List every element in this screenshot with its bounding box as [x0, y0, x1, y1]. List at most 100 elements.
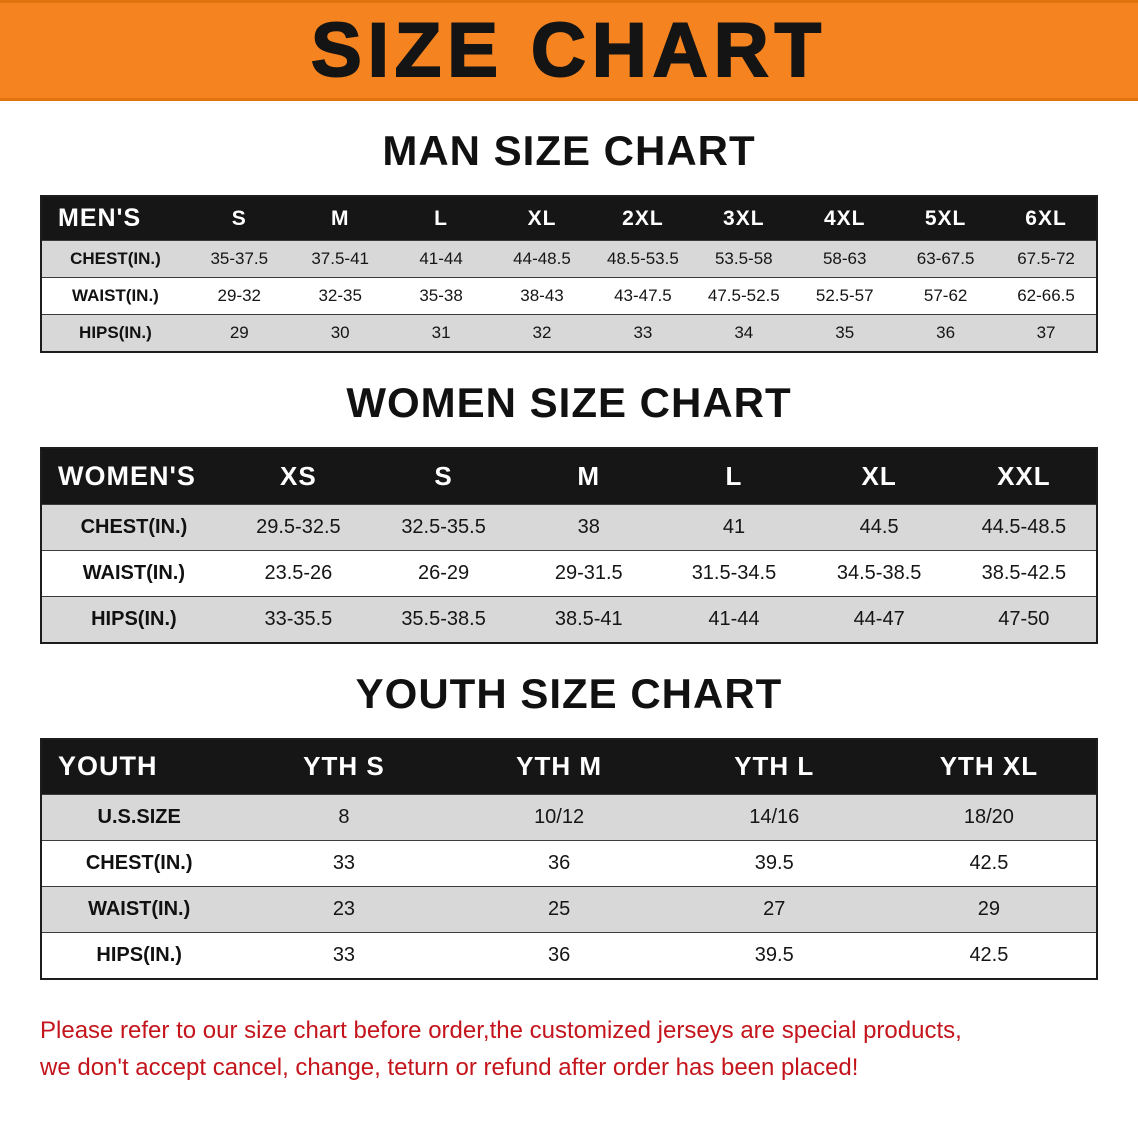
women-size-section: WOMEN SIZE CHART WOMEN'S XS S M L XL XXL CHEST(… [0, 379, 1138, 644]
size-value: 18/20 [963, 806, 1014, 828]
men-column-2xl: 2XL [592, 196, 694, 241]
size-value: 35.5-38.5 [401, 607, 486, 630]
size-value: 31.5-34.5 [691, 561, 777, 584]
size-value: 38.5-41 [554, 607, 623, 630]
size-value: 41-44 [419, 249, 463, 268]
size-value: 44-48.5 [513, 249, 571, 268]
men-column-xl: XL [491, 196, 593, 241]
size-value: 33 [332, 944, 356, 966]
size-value: 38 [577, 515, 600, 538]
size-chart-banner: SIZE CHART [0, 0, 1138, 101]
size-value: 62-66.5 [1017, 286, 1075, 305]
row-label: WAIST(IN.) [88, 898, 191, 920]
women-column-s: S [370, 448, 517, 504]
size-value: 33 [332, 852, 356, 874]
size-value: 25 [547, 898, 571, 920]
women-column-l: L [661, 448, 807, 504]
men-header-label: MEN'S [41, 196, 189, 241]
size-value: 38.5-42.5 [981, 561, 1067, 584]
size-value: 41 [722, 515, 746, 538]
size-value: 33 [633, 323, 653, 342]
men-column-s: S [188, 196, 290, 241]
youth-column-yth-l: YTH L [666, 738, 882, 795]
size-value: 33-35.5 [264, 607, 333, 630]
row-label: HIPS(IN.) [79, 323, 152, 342]
size-value: 42.5 [969, 944, 1009, 966]
notice-line-2: we don't accept cancel, change, teturn o… [40, 1054, 859, 1082]
size-value: 29 [229, 323, 249, 342]
size-value: 44.5-48.5 [981, 515, 1067, 538]
size-value: 57-62 [923, 286, 968, 305]
row-label: HIPS(IN.) [96, 944, 182, 966]
size-value: 63-67.5 [916, 249, 975, 268]
men-column-l: L [390, 196, 492, 241]
row-label: CHEST(IN.) [80, 515, 188, 538]
size-value: 52.5-57 [815, 286, 874, 305]
men-column-5xl: 5XL [895, 196, 997, 241]
youth-column-yth-s: YTH S [236, 738, 452, 795]
youth-column-yth-xl: YTH XL [881, 738, 1097, 795]
men-size-table: MEN'S S M L XL 2XL 3XL 4XL 5XL 6XL CHEST(IN.) 35-37… [40, 195, 1098, 353]
men-column-3xl: 3XL [693, 196, 795, 241]
men-table-container: MEN'S S M L XL 2XL 3XL 4XL 5XL 6XL CHEST(IN.) 35-37… [40, 195, 1098, 353]
youth-column-yth-m: YTH M [451, 738, 667, 795]
size-value: 37 [1036, 323, 1056, 342]
size-value: 34 [734, 323, 754, 342]
size-value: 31 [431, 323, 451, 342]
men-column-6xl: 6XL [996, 196, 1097, 241]
women-row-waist-in: WAIST(IN.) 23.5-26 26-29 29-31.5 31.5-34.5 34… [41, 550, 1097, 596]
youth-table-container: YOUTH YTH S YTH M YTH L YTH XL U.S.SIZE 8 10/12… [40, 737, 1098, 980]
women-row-chest-in: CHEST(IN.) 29.5-32.5 32.5-35.5 38 41 44.5 44.5… [41, 504, 1097, 550]
size-value: 29-32 [217, 286, 262, 305]
youth-row-hips-in: HIPS(IN.) 33 36 39.5 42.5 [41, 932, 1097, 979]
youth-row-chest-in: CHEST(IN.) 33 36 39.5 42.5 [41, 840, 1097, 887]
women-column-xxl: XXL [951, 448, 1097, 504]
size-value: 39.5 [754, 944, 794, 966]
women-row-hips-in: HIPS(IN.) 33-35.5 35.5-38.5 38.5-41 41-44 44-… [41, 596, 1097, 643]
youth-header-row: YOUTH YTH S YTH M YTH L YTH XL [41, 738, 1097, 795]
size-value: 36 [936, 323, 956, 342]
size-chart-page: SIZE CHART MAN SIZE CHART MEN'S S M L XL 2XL 3… [0, 0, 1138, 1082]
size-value: 38-43 [520, 286, 564, 305]
size-value: 35 [835, 323, 855, 342]
size-value: 39.5 [754, 852, 794, 874]
size-value: 29-31.5 [554, 561, 623, 584]
size-value: 44-47 [853, 607, 905, 630]
size-value: 35-38 [419, 286, 463, 305]
notice-line-1: Please refer to our size chart before or… [40, 1017, 962, 1044]
women-size-table: WOMEN'S XS S M L XL XXL CHEST(IN.) 29.5-32.5 32.5… [40, 447, 1098, 644]
size-value: 53.5-58 [714, 249, 773, 268]
size-value: 43-47.5 [614, 286, 672, 305]
women-chart-heading: WOMEN SIZE CHART [346, 379, 792, 426]
row-label: HIPS(IN.) [91, 607, 177, 630]
size-value: 23.5-26 [264, 561, 333, 584]
size-value: 44.5 [859, 515, 899, 538]
men-size-section: MAN SIZE CHART MEN'S S M L XL 2XL 3XL 4XL 5XL 6XL… [0, 127, 1138, 353]
size-value: 23 [332, 898, 356, 920]
size-value: 14/16 [749, 806, 800, 828]
size-value: 34.5-38.5 [836, 561, 922, 584]
youth-size-section: YOUTH SIZE CHART YOUTH YTH S YTH M YTH L YTH… [0, 670, 1138, 980]
youth-row-waist-in: WAIST(IN.) 23 25 27 29 [41, 886, 1097, 933]
size-value: 48.5-53.5 [606, 249, 679, 268]
youth-size-table: YOUTH YTH S YTH M YTH L YTH XL U.S.SIZE 8 10/12… [40, 737, 1098, 980]
men-column-4xl: 4XL [794, 196, 896, 241]
women-table-container: WOMEN'S XS S M L XL XXL CHEST(IN.) 29.5-32.5 32.5… [40, 447, 1098, 644]
page-title: SIZE CHART [310, 7, 827, 94]
men-row-chest-in: CHEST(IN.) 35-37.5 37.5-41 41-44 44-48.5 48.5… [41, 240, 1097, 278]
size-value: 47-50 [998, 607, 1050, 630]
youth-row-u-s-size: U.S.SIZE 8 10/12 14/16 18/20 [41, 794, 1097, 841]
row-label: CHEST(IN.) [70, 249, 161, 268]
size-value: 32 [532, 323, 552, 342]
women-header-row: WOMEN'S XS S M L XL XXL [41, 448, 1097, 504]
size-value: 35-37.5 [210, 249, 269, 268]
men-row-hips-in: HIPS(IN.) 29 30 31 32 33 34 35 36 37 [41, 314, 1097, 352]
youth-header-label: YOUTH [41, 738, 237, 795]
size-value: 41-44 [708, 607, 760, 630]
men-chart-heading: MAN SIZE CHART [382, 127, 756, 174]
row-label: WAIST(IN.) [82, 561, 185, 584]
row-label: CHEST(IN.) [85, 852, 193, 874]
size-value: 58-63 [822, 249, 867, 268]
men-header-row: MEN'S S M L XL 2XL 3XL 4XL 5XL 6XL [41, 196, 1097, 241]
women-column-xs: XS [225, 448, 371, 504]
